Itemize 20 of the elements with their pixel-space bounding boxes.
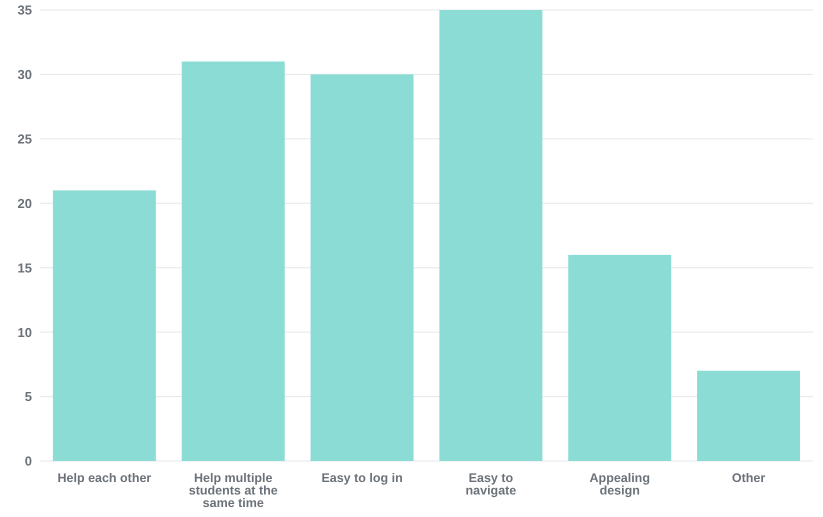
y-tick-label: 0 xyxy=(24,454,32,469)
bar xyxy=(182,62,285,461)
x-tick-label: Other xyxy=(732,470,766,485)
bar xyxy=(439,10,542,461)
y-tick-label: 15 xyxy=(18,260,32,276)
y-tick-label: 35 xyxy=(18,2,32,18)
x-tick-label: Help multiple students at the same time xyxy=(188,470,278,510)
y-tick-label: 10 xyxy=(18,324,32,340)
y-tick-label: 25 xyxy=(18,131,32,146)
y-tick-label: 5 xyxy=(24,389,32,404)
x-tick-label: Easy to log in xyxy=(321,470,403,485)
y-tick-label: 20 xyxy=(18,196,32,211)
y-tick-label: 30 xyxy=(18,67,32,82)
x-tick-label: Appealing design xyxy=(590,470,650,498)
bar xyxy=(697,370,800,461)
bar xyxy=(568,254,672,461)
x-tick-label: Easy to navigate xyxy=(466,470,516,498)
bar xyxy=(52,190,156,461)
bar xyxy=(310,74,414,461)
x-tick-label: Help each other xyxy=(58,470,152,485)
